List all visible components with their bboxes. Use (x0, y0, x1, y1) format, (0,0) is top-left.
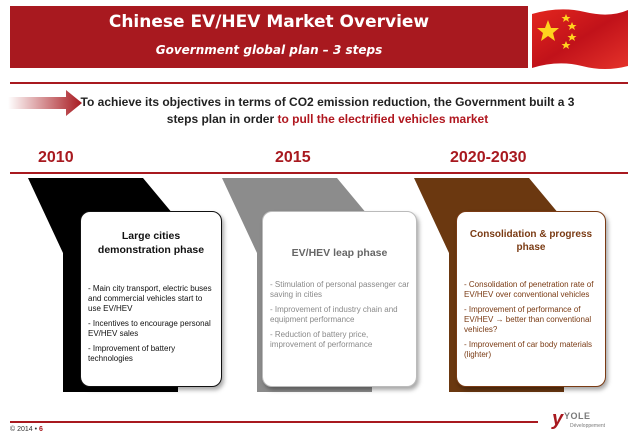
copyright-text: © 2014 • (10, 426, 38, 433)
phase-2-bullets: - Stimulation of personal passenger car … (270, 280, 410, 355)
phase-3-bullet: - Consolidation of penetration rate of E… (464, 280, 594, 299)
objective-text: To achieve its objectives in terms of CO… (80, 95, 575, 126)
timeline-line (10, 172, 628, 174)
year-label-2010: 2010 (38, 149, 74, 166)
phase-1-bullets: - Main city transport, electric buses an… (88, 284, 215, 369)
phase-1-bullet: - Incentives to encourage personal EV/HE… (88, 319, 211, 338)
china-flag-icon (532, 9, 628, 69)
phase-3-bullet: - Improvement of performance of EV/HEV →… (464, 305, 592, 334)
phase-1-bullet: - Improvement of battery technologies (88, 344, 176, 363)
phase-2-bullet: - Reduction of battery price, improvemen… (270, 330, 373, 349)
header-divider (10, 82, 628, 84)
footer-copyright: © 2014 • 6 (10, 426, 43, 433)
phase-3-bullets: - Consolidation of penetration rate of E… (464, 280, 599, 365)
year-label-2015: 2015 (275, 149, 311, 166)
yole-logo-icon: y YOLE Développement (548, 408, 630, 436)
phase-1-bullet: - Main city transport, electric buses an… (88, 284, 212, 313)
phase-1-title: Large cities demonstration phase (97, 230, 205, 256)
footer-divider (10, 421, 538, 423)
arrow-right-icon (8, 90, 82, 116)
phase-3-title: Consolidation & progress phase (469, 229, 593, 253)
logo-name: YOLE (564, 411, 591, 421)
phase-3-bullet: - Improvement of car body materials (lig… (464, 340, 593, 359)
phase-2-card: EV/HEV leap phase - Stimulation of perso… (262, 211, 417, 387)
phase-2-title: EV/HEV leap phase (291, 247, 388, 259)
logo-subtitle: Développement (570, 423, 606, 429)
objective-statement: To achieve its objectives in terms of CO… (80, 94, 575, 128)
page-title: Chinese EV/HEV Market Overview (108, 12, 430, 32)
logo-mark: y (552, 408, 564, 430)
title-banner: Chinese EV/HEV Market Overview Governmen… (10, 6, 528, 68)
objective-highlight: to pull the electrified vehicles market (277, 112, 489, 126)
page-subtitle: Government global plan – 3 steps (155, 43, 383, 57)
phase-2-bullet: - Improvement of industry chain and equi… (270, 305, 398, 324)
page-number: 6 (39, 426, 43, 433)
phase-3-card: Consolidation & progress phase - Consoli… (456, 211, 606, 387)
year-label-2020-2030: 2020-2030 (450, 149, 527, 166)
phase-2-bullet: - Stimulation of personal passenger car … (270, 280, 410, 299)
phase-1-card: Large cities demonstration phase - Main … (80, 211, 222, 387)
